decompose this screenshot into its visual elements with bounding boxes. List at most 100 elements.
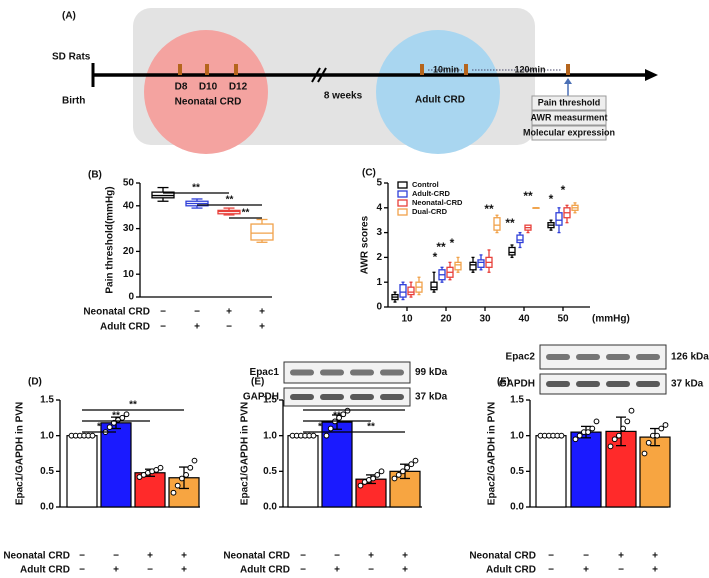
condition-sign: − (194, 307, 200, 318)
significance-label: ** (436, 240, 446, 254)
condition-sign: − (300, 551, 306, 562)
break (311, 67, 321, 83)
condition-sign: + (368, 551, 374, 562)
blot-band (546, 354, 570, 360)
start-subtitle: Birth (62, 96, 85, 107)
condition-sign: + (402, 565, 408, 576)
outcome: Pain threshold (538, 97, 601, 107)
blot-frame (283, 387, 411, 407)
neonatal-circle (144, 30, 268, 154)
data-point (395, 472, 402, 478)
significance-label: * (561, 183, 566, 197)
data-point (157, 464, 164, 471)
condition-label: Neonatal CRD (223, 551, 290, 562)
y-axis-label: Epac2/GAPDH in PVN (487, 402, 498, 505)
blot-protein: Epac2 (506, 352, 536, 363)
bar (287, 435, 319, 508)
blot-band (636, 354, 660, 360)
data-point (611, 436, 618, 443)
blot-frame (283, 361, 411, 384)
blot-band (636, 381, 660, 387)
data-point (620, 425, 626, 432)
data-point (576, 432, 583, 439)
data-point (327, 425, 334, 432)
significance-label: ** (333, 411, 341, 422)
cue (420, 64, 424, 75)
data-point (191, 457, 198, 464)
blot-band (380, 369, 404, 376)
data-point (628, 407, 635, 414)
condition-sign: − (160, 307, 166, 318)
legend-label: Control (412, 180, 439, 189)
condition-sign: − (334, 551, 340, 562)
box (430, 281, 438, 291)
y-tick-label: 1.5 (510, 395, 524, 406)
condition-sign: + (583, 565, 589, 576)
data-point (645, 439, 652, 446)
data-point (323, 432, 330, 439)
condition-label: Adult CRD (20, 565, 70, 576)
box (477, 259, 485, 268)
y-tick-label: 0.5 (263, 466, 277, 477)
y-tick-label: 0.5 (510, 466, 524, 477)
bar (66, 435, 98, 508)
box (493, 217, 501, 231)
data-point (607, 443, 614, 450)
blot-band (576, 354, 600, 360)
panel-label: (C) (362, 168, 376, 179)
y-tick-label: 1.0 (263, 430, 277, 441)
data-point (404, 464, 411, 471)
condition-label: Adult CRD (100, 322, 150, 333)
panel-a: (A) SD Rats Birth D8 D10 D12 Neonatal CR… (52, 8, 658, 154)
y-tick-label: 0.0 (40, 502, 54, 513)
condition-sign: − (583, 551, 589, 562)
data-point (400, 468, 406, 475)
condition-sign: + (334, 565, 340, 576)
panel-label: (D) (28, 377, 42, 388)
blot-protein: GAPDH (499, 379, 535, 390)
condition-sign: + (147, 551, 153, 562)
box (469, 261, 477, 271)
y-tick-label: 3 (376, 227, 382, 238)
blot-frame (539, 373, 667, 395)
adult-label: Adult CRD (415, 95, 465, 106)
data-point (89, 432, 96, 439)
data-point (378, 468, 385, 475)
condition-sign: − (113, 551, 119, 562)
condition-sign: + (259, 322, 265, 333)
condition-sign: − (618, 565, 624, 576)
day: D8 (175, 82, 188, 93)
legend-swatch (397, 199, 408, 207)
data-point (624, 418, 631, 425)
blot-band (546, 381, 570, 387)
x-tick-label: 40 (518, 314, 530, 325)
condition-sign: + (402, 551, 408, 562)
significance-label: ** (505, 216, 515, 230)
data-point (585, 429, 591, 436)
adult-circle (376, 30, 500, 154)
blot-band (380, 394, 404, 400)
significance-label: ** (523, 189, 533, 203)
significance-label: ** (129, 400, 137, 411)
outcome-box (531, 95, 607, 111)
interval: 10min (433, 64, 459, 74)
y-tick-label: 30 (123, 223, 135, 234)
y-tick-label: 0.5 (40, 466, 54, 477)
condition-sign: + (652, 551, 658, 562)
data-point (412, 457, 419, 464)
significance-label: * (549, 192, 554, 206)
y-tick-label: 1.0 (40, 430, 54, 441)
data-point (589, 425, 596, 432)
data-point (641, 450, 648, 457)
data-point (170, 489, 177, 496)
blot-band (290, 394, 314, 400)
panel-label: (F) (497, 377, 510, 388)
data-point (654, 432, 660, 439)
legend-swatch (397, 190, 408, 198)
cue (205, 64, 209, 75)
y-tick-label: 0.0 (510, 502, 524, 513)
bar (535, 435, 567, 508)
condition-label: Adult CRD (486, 565, 536, 576)
data-point (336, 414, 343, 421)
